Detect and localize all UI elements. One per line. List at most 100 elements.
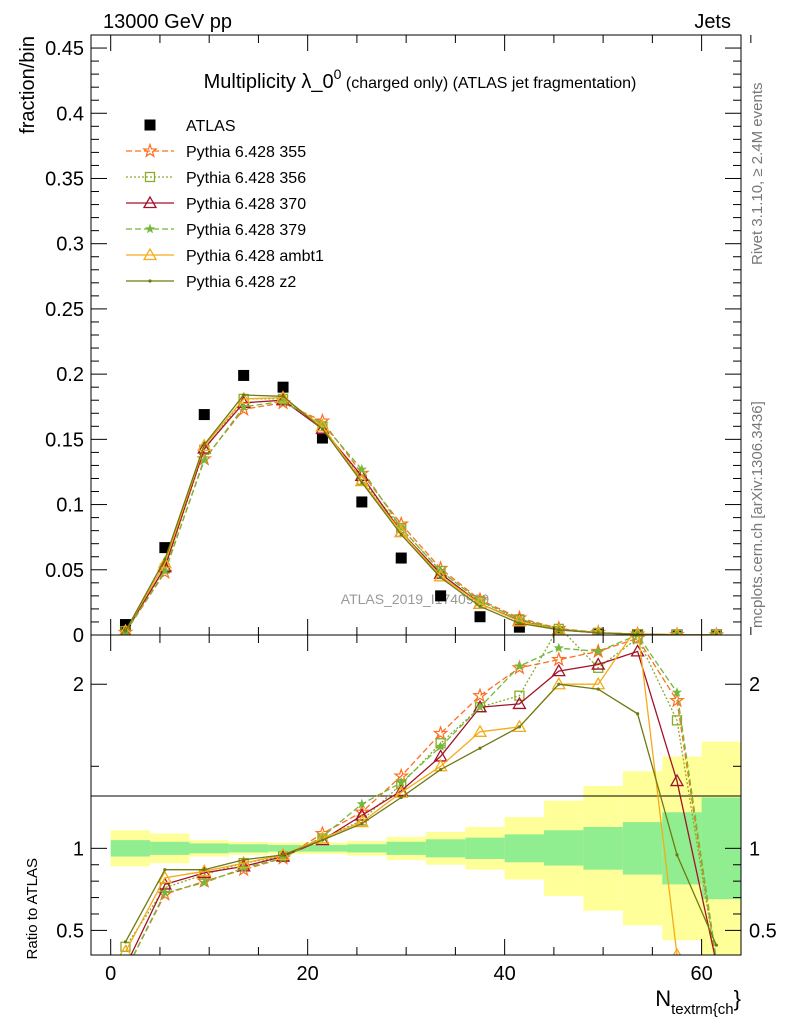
ratio-point-1-10 [514,690,525,701]
main-point-5-8 [433,568,448,582]
ratio-ytick-label-2: 2 [73,674,84,696]
main-point-6-11 [557,628,561,632]
main-ytick-label-7: 0.35 [45,168,84,190]
ratio-point-5-9 [478,746,482,750]
legend-label-5: Pythia 6.428 ambt1 [186,248,324,265]
ratio-point-0-0 [119,965,131,977]
ratio-point-2-3 [236,859,251,872]
ratio-point-0-9 [472,687,488,703]
legend: ATLAS Pythia 6.428 355 Pythia 6.428 356 Pyt… [126,118,324,291]
main-point-0-4 [277,381,289,393]
main-ytick-label-9: 0.45 [45,38,84,60]
ratio-point-5-2 [202,868,206,872]
main-line-6 [124,394,717,635]
main-point-0-8 [435,590,447,602]
ratio-band-stat-0 [110,840,151,857]
main-ytick-label-2: 0.1 [56,495,84,517]
main-point-6-0 [123,629,128,633]
ratio-point-5-0 [123,940,128,944]
ratio-line-5 [124,683,717,946]
ratio-line-4 [124,635,681,955]
ratio-point-5-15 [714,943,718,947]
ratio-point-5-4 [281,853,285,857]
x-axis-label: Ntextrm{ch} [655,986,741,1018]
ratio-point-3-8 [435,741,446,751]
legend-marker-0 [144,119,156,131]
ratio-point-3-0 [121,967,130,975]
main-point-0-5 [316,432,328,444]
ratio-line-3 [132,635,717,955]
ratio-ytick-label-right-1: 1 [749,838,760,860]
ratio-point-2-12 [591,657,606,670]
ratio-point-5-6 [360,822,364,826]
ratio-point-2-6 [354,808,369,821]
ratio-point-5-1 [163,868,167,872]
ratio-point-4-11 [551,676,566,690]
main-point-6-8 [439,576,443,580]
ratio-band-stat-3 [228,844,269,853]
ratio-point-2-14 [669,773,685,787]
main-point-3-2 [197,441,212,454]
ratio-point-1-13 [632,635,643,644]
main-ytick-label-1: 0.05 [45,560,84,582]
rivet-label: Rivet 3.1.10, ≥ 2.4M events [749,83,766,266]
main-ytick-label-6: 0.3 [56,234,84,256]
mcplots-label: mcplots.cern.ch [arXiv:1306.3436] [749,401,766,628]
ratio-uncertainty-bands [110,741,741,955]
ratio-ytick-label-1: 1 [73,838,84,860]
legend-label-2: Pythia 6.428 356 [186,170,306,187]
ratio-point-3-2 [199,877,210,888]
ratio-point-3-7 [396,777,407,788]
ratio-point-3-12 [593,646,604,656]
main-point-0-3 [238,369,250,381]
legend-marker-2 [144,171,156,183]
main-point-5-9 [472,596,488,609]
main-point-6-6 [360,480,364,484]
main-point-5-5 [315,418,330,432]
ratio-point-0-11 [550,651,567,667]
legend-marker-3 [142,195,158,209]
ratio-band-stat-2 [189,843,229,854]
chart-title: Multiplicity λ_00 (charged only) (ATLAS … [204,66,637,93]
ratio-point-4-5 [315,831,330,844]
x-tick-label-3: 60 [690,963,712,985]
main-axes: 0 0.05 0.1 0.15 0.2 0.25 0.3 0.35 0.4 0.45 [45,35,752,647]
main-point-6-2 [202,442,206,447]
ratio-point-5-11 [557,682,561,686]
legend-marker-6 [148,279,152,283]
ratio-point-2-11 [551,663,566,677]
main-series-layer [117,369,725,635]
analysis-watermark: ATLAS_2019_I1740909 [341,591,490,607]
ratio-y-label: Ratio to ATLAS [24,858,41,959]
legend-label-1: Pythia 6.428 355 [186,144,306,161]
ratio-point-4-9 [472,724,488,737]
ratio-band-stat-13 [622,822,663,875]
ratio-axes: 0.5 0.51 12 20 20 40 60 [56,635,777,985]
main-point-5-10 [512,613,527,627]
ratio-point-3-1 [159,887,170,898]
ratio-point-3-9 [474,701,486,712]
main-ytick-label-8: 0.4 [56,103,84,125]
ratio-ytick-label-0: 0.5 [56,920,84,942]
legend-label-3: Pythia 6.428 370 [186,196,306,213]
ratio-point-5-8 [439,767,443,772]
main-point-4-2 [199,454,210,465]
main-point-5-1 [157,555,172,569]
ratio-point-3-10 [514,660,525,671]
main-point-6-4 [281,394,285,398]
main-point-6-13 [635,632,640,635]
x-tick-label-2: 40 [494,963,516,985]
ratio-point-3-14 [671,686,683,697]
main-point-5-14 [672,627,682,635]
main-point-6-12 [596,631,600,635]
main-point-5-13 [632,626,643,635]
ratio-point-4-2 [197,863,212,877]
main-ytick-label-4: 0.2 [56,364,84,386]
ratio-point-5-10 [517,725,522,729]
ratio-point-2-0 [119,960,131,971]
main-point-6-1 [163,557,167,561]
ratio-frame [90,634,742,956]
ratio-point-0-10 [511,659,528,675]
main-point-5-6 [354,473,369,487]
